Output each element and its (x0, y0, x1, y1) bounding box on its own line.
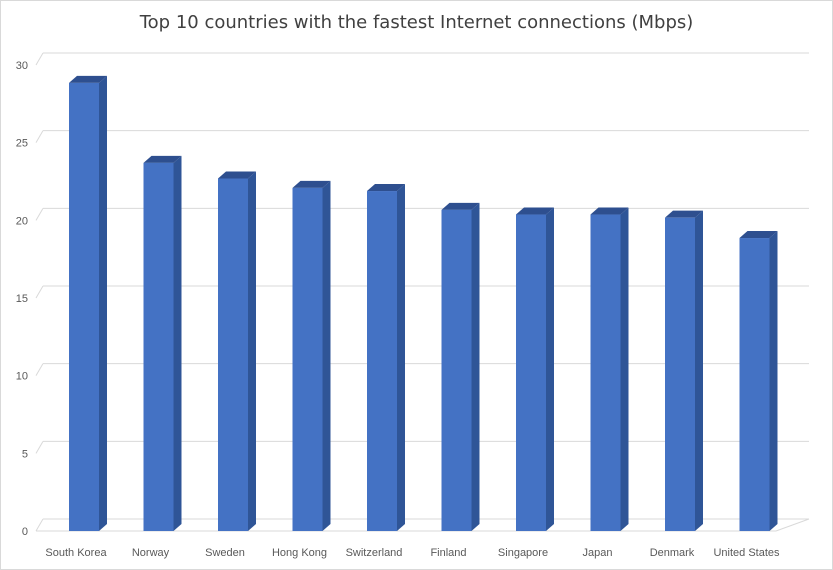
bar-front (367, 191, 397, 532)
wall-edge (35, 208, 44, 221)
bar-front (665, 217, 695, 531)
bar-top (367, 184, 405, 192)
x-tick-label: Singapore (498, 547, 548, 559)
bar (665, 210, 703, 531)
bar-side (471, 202, 480, 532)
bar-front (143, 162, 174, 532)
bar (590, 207, 629, 532)
y-tick-label: 30 (16, 60, 28, 72)
x-tick-label: Norway (132, 547, 170, 559)
bar-side (99, 75, 107, 531)
x-tick-label: Hong Kong (272, 547, 327, 559)
wall-edge (35, 441, 44, 454)
x-tick-label: South Korea (45, 547, 107, 559)
x-tick-label: Japan (583, 547, 613, 559)
bar (218, 171, 256, 531)
bars (69, 75, 778, 532)
y-tick-label: 15 (16, 293, 28, 305)
wall-edge (35, 52, 44, 66)
chart-title: Top 10 countries with the fastest Intern… (139, 12, 694, 33)
bar-side (546, 207, 554, 532)
wall-edge (35, 285, 44, 299)
wall-edge (35, 363, 44, 376)
bar (516, 207, 554, 532)
wall-edge (35, 130, 44, 143)
x-tick-label: Sweden (205, 547, 245, 559)
bar-side (173, 155, 182, 532)
bar-side (397, 184, 405, 532)
bar-side (322, 180, 331, 531)
x-tick-label: United States (713, 547, 780, 559)
bar-front (69, 82, 99, 531)
bar (292, 180, 331, 531)
bar-top (516, 207, 554, 215)
bar-top (69, 75, 107, 83)
bar (69, 75, 107, 531)
bar-front (441, 209, 472, 532)
bar-top (143, 155, 182, 163)
x-axis-ticks: South Korea Norway Sweden Hong Kong Switzerl… (45, 547, 780, 559)
x-tick-label: Denmark (650, 547, 695, 559)
bar (143, 155, 182, 532)
floor-edge (35, 518, 44, 532)
bar-front (218, 178, 248, 531)
bar-top (665, 210, 703, 218)
bar-front (516, 214, 546, 532)
bar-top (590, 207, 629, 215)
bar (441, 202, 480, 532)
bar-front (739, 238, 770, 532)
bar-front (292, 187, 323, 531)
bar-front (590, 214, 621, 532)
bar (739, 231, 778, 532)
y-tick-label: 0 (22, 526, 28, 538)
bar-side (695, 210, 703, 531)
y-tick-label: 20 (16, 215, 28, 227)
y-tick-label: 10 (16, 371, 28, 383)
bar-top (739, 231, 778, 239)
y-tick-label: 5 (22, 448, 28, 460)
y-tick-label: 25 (16, 138, 28, 150)
floor-edge (775, 518, 810, 532)
x-tick-label: Finland (430, 547, 466, 559)
bar-side (769, 231, 778, 532)
bar-top (218, 171, 256, 179)
bar-side (248, 171, 256, 531)
bar (367, 184, 405, 532)
bar-top (441, 202, 480, 210)
bar-side (620, 207, 629, 532)
y-axis-ticks: 0 5 10 15 20 25 30 (16, 60, 28, 538)
bar-top (292, 180, 331, 188)
x-tick-label: Switzerland (346, 547, 403, 559)
